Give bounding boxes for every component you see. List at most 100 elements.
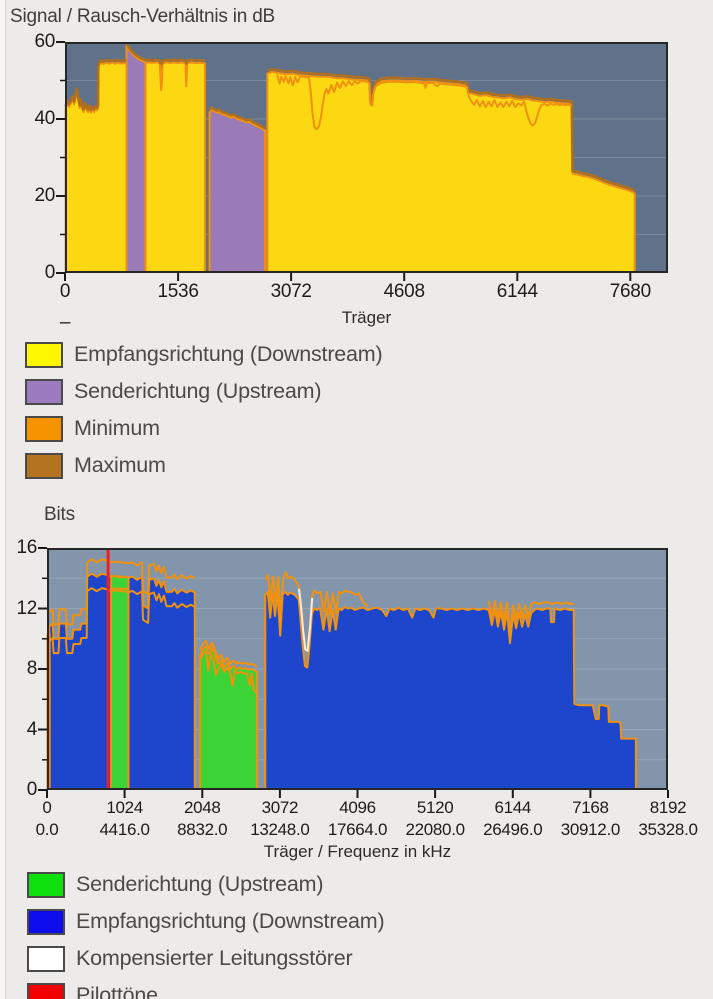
x-tick-label: 7680 [609,281,651,302]
downstream-snr-b-area [145,62,205,274]
x-tick-label: 6144 [494,798,532,817]
downstream-swatch [27,908,65,935]
x-tick-label: 0 [59,281,71,302]
max-line-p1 [125,42,147,62]
plot-border [47,548,668,790]
y-tick-label: 20 [34,185,55,206]
legend-row: Kompensierter Leitungsstörer [27,940,384,977]
legend-label: Empfangsrichtung (Downstream) [76,909,385,933]
x-tick-label-row2: 26496.0 [483,820,543,839]
min-line [276,74,572,131]
x-axis-title: Träger / Frequenz in kHz [263,842,452,861]
x-tick-label: 1536 [157,281,199,302]
upstream-snr-2-area [209,109,266,273]
band-line-b [487,599,574,636]
downstream-snr-c-outline [266,71,636,273]
legend-row: Senderichtung (Upstream) [27,866,384,903]
x-axis-title: Träger [341,308,392,327]
legend-row: Pilottöne [27,977,384,999]
x-tick-label: 2048 [183,798,221,817]
page-left-edge [0,0,6,999]
x-tick-label-row2: 0.0 [35,820,59,839]
max-line-a [64,58,127,112]
x-tick-label-row2: 17664.0 [327,820,388,839]
y-tick-label: 12 [16,597,37,619]
legend-label: Minimum [74,416,160,440]
upstream-snr-1-area [126,45,146,274]
min-line-1 [48,587,196,655]
legend-label: Pilottöne [76,983,158,999]
max-line-b [145,58,205,69]
legend-row: Maximum [25,447,382,484]
max-line-1 [48,558,196,626]
y-tick-label: 16 [16,537,37,558]
maximum-swatch [25,452,63,479]
downstream-snr-a-outline [64,61,128,273]
x-tick-label-row2: 4416.0 [99,820,151,839]
snr-chart-title: Signal / Rausch-Verhältnis in dB [10,6,276,27]
legend-label: Kompensierter Leitungsstörer [76,946,353,970]
y-tick-label: 0 [26,779,38,800]
compensated-disturber-line [298,588,314,652]
x-tick-label: 8192 [649,798,687,817]
legend-row: Senderichtung (Upstream) [25,373,382,410]
upstream-bits-2-area [200,646,257,790]
x-tick-label-row2: 8832.0 [177,820,228,839]
max-line-c [266,68,636,192]
legend-row: Empfangsrichtung (Downstream) [25,336,383,373]
legend-label: Senderichtung (Upstream) [74,379,322,403]
x-tick-label: 6144 [496,281,538,302]
x-tick-label-row2: 22080.0 [405,820,465,839]
bits-chart-legend: Senderichtung (Upstream) Empfangsrichtung… [27,866,385,999]
chart-plot-svg [56,41,668,281]
chart-plot-svg [38,547,669,798]
upstream-swatch [25,378,63,405]
upstream-snr-2-outline [208,108,267,273]
upstream-swatch [27,871,65,898]
snr-chart-legend: Empfangsrichtung (Downstream) Senderichtu… [25,336,383,484]
x-tick-label: 4608 [383,281,425,302]
upstream-snr-1-outline [125,44,147,273]
legend-row: Minimum [25,410,382,447]
min-dip-1 [158,64,164,92]
pilot-tones-swatch [27,982,65,999]
x-tick-label: 3072 [270,281,312,302]
y-tick-label: 40 [34,108,55,129]
bits-chart-title: Bits [44,504,75,525]
compensated-disturber-swatch [27,945,65,972]
x-tick-label: 0 [42,798,52,817]
legend-label: Empfangsrichtung (Downstream) [74,342,383,366]
y-tick-label: 0 [44,262,56,283]
x-tick-label: 5120 [416,798,454,817]
x-tick-label: 4096 [339,798,376,817]
upstream-bits-2-outline [199,645,258,790]
y-tick-label: 60 [34,31,55,52]
upstream-bits-1-outline [110,575,130,790]
max-line-g2 [199,640,258,668]
legend-label: Senderichtung (Upstream) [76,872,324,896]
y-tick-label: 4 [26,718,38,740]
legend-row: Empfangsrichtung (Downstream) [27,903,385,940]
y-tick-label: 8 [26,658,38,679]
max-line-p2 [208,106,266,130]
minimum-swatch [25,415,63,442]
plot-border [65,42,668,273]
downstream-bits-2-outline [264,590,637,790]
downstream-snr-c-area [267,72,635,273]
downstream-snr-a-area [65,62,127,273]
x-tick-label-row2: – [59,312,71,333]
downstream-snr-b-outline [144,61,206,273]
downstream-swatch [25,341,63,368]
x-tick-label-row2: 35328.0 [638,820,698,839]
upstream-bits-1-area [111,576,129,790]
min-dip-2 [184,64,189,88]
x-tick-label-row2: 30912.0 [560,820,621,839]
downstream-bits-2-area [265,591,636,790]
min-line-g2 [199,649,258,694]
x-tick-label-row2: 13248.0 [250,820,310,839]
legend-label: Maximum [74,453,166,477]
x-tick-label: 7168 [572,798,609,817]
x-tick-label: 1024 [106,798,143,817]
x-tick-label: 3072 [261,798,299,817]
